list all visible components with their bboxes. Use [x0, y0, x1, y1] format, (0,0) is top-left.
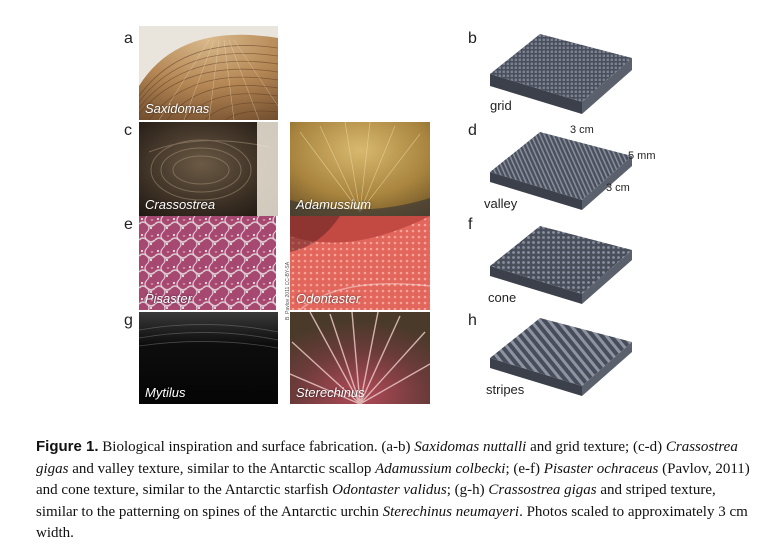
- panel-letter-h: h: [468, 312, 477, 329]
- odontaster-photo: Odontaster: [290, 216, 430, 310]
- cone-label: cone: [488, 290, 517, 305]
- crassostrea-photo: Crassostrea: [139, 122, 278, 216]
- panel-letter-c: c: [124, 122, 132, 139]
- caption-species: Pisaster ochraceus: [543, 460, 659, 477]
- caption-species: Saxidomas nuttalli: [414, 439, 527, 455]
- stripes-label: stripes: [486, 382, 525, 397]
- figure-number: Figure 1.: [36, 438, 99, 455]
- valley-label: valley: [484, 196, 518, 211]
- mytilus-label: Mytilus: [145, 385, 186, 400]
- panel-letter-g: g: [124, 312, 133, 329]
- caption-species: Crassostrea gigas: [488, 482, 597, 498]
- odontaster-label: Odontaster: [296, 291, 361, 306]
- crassostrea-label: Crassostrea: [145, 197, 216, 212]
- panel-letter-a: a: [124, 30, 133, 47]
- adamussium-photo: Adamussium: [290, 122, 430, 216]
- stripes-texture-render: [486, 312, 636, 398]
- caption-text: (Pavlov, 2011) and cone texture, similar…: [36, 460, 750, 499]
- caption-text: and grid texture; (c-d): [526, 439, 666, 455]
- caption-text: ; (g-h): [446, 482, 489, 498]
- saxidomas-photo: Saxidomas: [139, 26, 278, 120]
- valley-texture-render: [486, 124, 636, 212]
- caption-species: Crassostrea gigas: [36, 439, 738, 477]
- panel-letter-d: d: [468, 122, 477, 139]
- cone-texture-render: [486, 220, 636, 306]
- caption-species: Sterechinus neumayeri: [382, 503, 520, 520]
- caption-text: ; (e-f): [505, 460, 544, 477]
- grid-label: grid: [490, 98, 512, 113]
- pisaster-label: Pisaster: [145, 291, 192, 306]
- saxidomas-label: Saxidomas: [145, 101, 210, 116]
- mytilus-photo: Mytilus: [139, 312, 278, 404]
- panel-letter-f: f: [468, 216, 473, 233]
- caption-text: . Photos scaled to approximately 3 cm wi…: [36, 503, 748, 542]
- caption-text: and striped texture, similar to the patt…: [36, 482, 716, 520]
- sterechinus-label: Sterechinus: [296, 385, 365, 400]
- sterechinus-photo: Sterechinus: [290, 312, 430, 404]
- caption-text: and valley texture, similar to the Antar…: [68, 460, 376, 477]
- adamussium-label: Adamussium: [296, 197, 372, 212]
- caption-species: Odontaster validus: [332, 482, 447, 498]
- panel-letter-b: b: [468, 30, 477, 47]
- panel-letter-e: e: [124, 216, 133, 233]
- photo-credit: B. Pavlov 2011 CC-BY-SA: [285, 261, 291, 320]
- figure-caption: Figure 1. Biological inspiration and sur…: [36, 436, 756, 545]
- dim-height-label: 5 mm: [628, 150, 656, 162]
- caption-text: Biological inspiration and surface fabri…: [98, 439, 415, 455]
- pisaster-photo: Pisaster: [139, 216, 276, 310]
- caption-species: Adamussium colbecki: [375, 460, 506, 477]
- grid-texture-render: [486, 30, 636, 115]
- dim-width-label: 3 cm: [570, 124, 594, 136]
- dim-depth-label: 3 cm: [606, 182, 630, 194]
